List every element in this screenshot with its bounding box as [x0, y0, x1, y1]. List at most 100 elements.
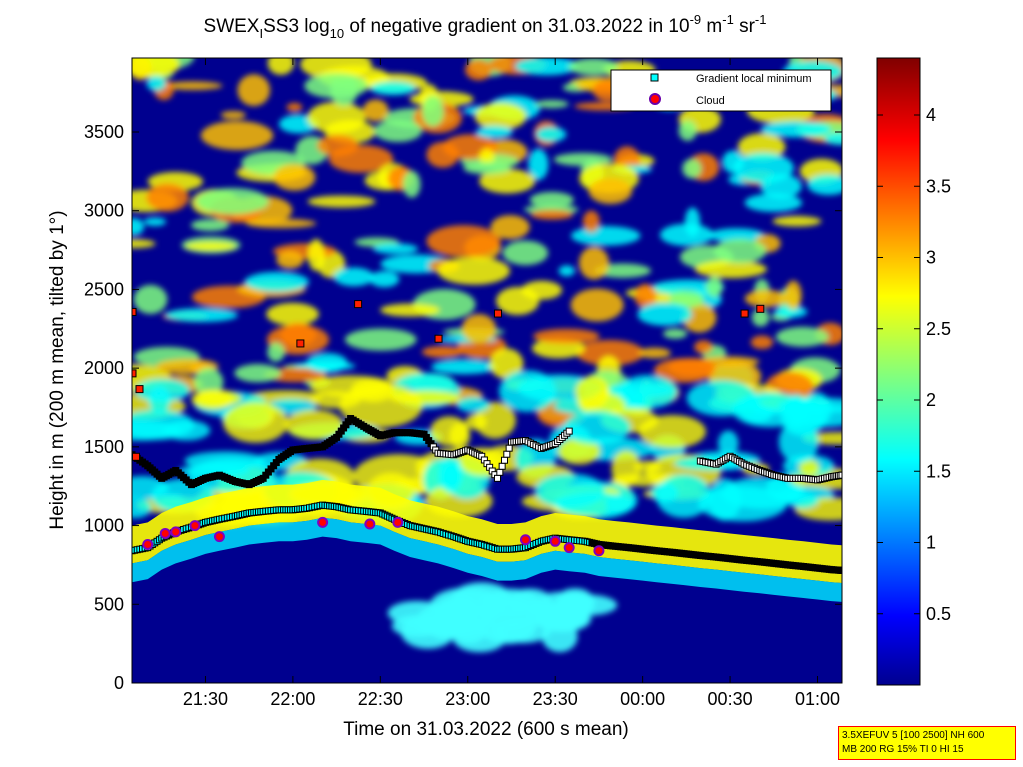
- heatmap-blob: [132, 239, 156, 249]
- heatmap-blob: [237, 74, 271, 107]
- heatmap-blob: [276, 250, 304, 269]
- heatmap-blob: [421, 345, 464, 358]
- heatmap-blob: [185, 241, 236, 251]
- heatmap-blob: [637, 302, 693, 326]
- heatmap-blob: [563, 411, 631, 445]
- heatmap-blob: [437, 256, 511, 285]
- aerosol-layer-edge: [132, 517, 842, 602]
- cloud-marker: [354, 300, 363, 309]
- heatmap-blob: [582, 210, 600, 233]
- heatmap-blob: [663, 328, 688, 339]
- heatmap-blob: [463, 162, 512, 175]
- heatmap-blob: [694, 340, 713, 354]
- x-tick-label: 22:00: [270, 689, 315, 709]
- heatmap-blob: [532, 328, 600, 344]
- heatmap-blob: [132, 58, 180, 79]
- legend-box: [610, 69, 832, 112]
- heatmap-blob: [618, 374, 678, 409]
- heatmap-blob: [132, 497, 152, 519]
- heatmap-blob: [659, 223, 714, 246]
- x-tick-label: 23:30: [533, 689, 578, 709]
- heatmap-blob: [718, 430, 739, 457]
- heatmap-blob: [456, 396, 490, 413]
- heatmap-blob: [286, 102, 303, 112]
- heatmap-blob: [775, 326, 830, 347]
- heatmap-blob: [678, 120, 697, 141]
- cloud-marker: [317, 516, 329, 528]
- legend-marker-cloud: [649, 93, 661, 105]
- heatmap-blob: [190, 219, 230, 232]
- heatmap-blob: [588, 177, 633, 204]
- legend: Gradient local minimum Cloud: [610, 69, 832, 112]
- heatmap-blob: [479, 597, 536, 629]
- heatmap-blob: [165, 308, 238, 323]
- heatmap-blob: [465, 413, 487, 430]
- heatmap-blob: [193, 367, 224, 397]
- y-tick-label: 1500: [84, 437, 124, 457]
- heatmap-blob: [651, 279, 725, 296]
- heatmap-blob: [705, 276, 723, 298]
- heatmap: [132, 58, 842, 683]
- x-tick-label: 23:00: [445, 689, 490, 709]
- heatmap-blob: [633, 460, 662, 473]
- heatmap-blob: [571, 225, 641, 246]
- heatmap-blob: [196, 187, 269, 215]
- heatmap-blob: [191, 389, 234, 410]
- heatmap-blob: [744, 193, 803, 212]
- heatmap-blob: [479, 168, 536, 194]
- heatmap-blob: [307, 101, 366, 134]
- y-tick-label: 500: [94, 594, 124, 614]
- heatmap-blob: [267, 342, 285, 362]
- x-tick-label: 01:00: [795, 689, 840, 709]
- cloud-marker: [132, 452, 140, 461]
- heatmap-blob: [708, 228, 765, 243]
- heatmap-blob: [751, 308, 770, 327]
- heatmap-texture: [132, 58, 842, 653]
- heatmap-blob: [132, 218, 145, 236]
- heatmap-blob: [146, 76, 167, 92]
- heatmap-blob: [558, 437, 601, 465]
- x-axis-label: Time on 31.03.2022 (600 s mean): [343, 719, 629, 740]
- colorbar-bar: [876, 57, 921, 686]
- cloud-marker: [189, 520, 201, 532]
- heatmap-blob: [304, 73, 368, 99]
- heatmap-blob: [284, 409, 344, 440]
- x-tick-label: 22:30: [358, 689, 403, 709]
- heatmap-blob: [438, 456, 463, 493]
- heatmap-blob: [682, 158, 702, 179]
- heatmap-blob: [778, 420, 819, 464]
- heatmap-blob: [426, 225, 501, 258]
- heatmap-blob: [489, 348, 524, 379]
- colorbar-tick-label: 4: [926, 105, 936, 125]
- cloud-marker: [135, 385, 144, 394]
- settings-box: 3.5XEFUV 5 [100 2500] NH 600 MB 200 RG 1…: [838, 726, 1016, 760]
- cloud-marker: [519, 534, 531, 546]
- cloud-marker: [170, 526, 182, 538]
- heatmap-blob: [798, 459, 820, 476]
- y-tick-label: 0: [114, 673, 124, 693]
- heatmap-blob: [280, 322, 317, 347]
- cloud-marker: [740, 309, 749, 318]
- heatmap-blob: [310, 391, 361, 409]
- heatmap-blob: [461, 313, 497, 344]
- heatmap-blob: [490, 215, 530, 240]
- heatmap-blob: [514, 58, 579, 76]
- heatmap-blob: [200, 120, 274, 150]
- cloud-marker: [364, 518, 376, 530]
- heatmap-blob: [373, 119, 423, 143]
- colorbar-ticks: 0.5 1 1.5 2 2.5 3 3.5 4: [877, 105, 951, 624]
- heatmap-blob: [575, 375, 610, 410]
- heatmap-blob: [637, 347, 671, 359]
- y-tick-label: 3500: [84, 122, 124, 142]
- colorbar-tick-label: 2.5: [926, 319, 951, 339]
- heatmap-blob: [316, 134, 359, 157]
- heatmap-blob: [824, 132, 842, 145]
- heatmap-blob: [760, 121, 832, 138]
- heatmap-blob: [499, 370, 557, 413]
- cloud-markers: [132, 300, 765, 557]
- gradient-minimum-marker: [496, 468, 504, 476]
- heatmap-blob: [266, 302, 319, 326]
- heatmap-blob: [694, 260, 767, 279]
- heatmap-blob: [784, 280, 802, 310]
- heatmap-blob: [369, 270, 400, 288]
